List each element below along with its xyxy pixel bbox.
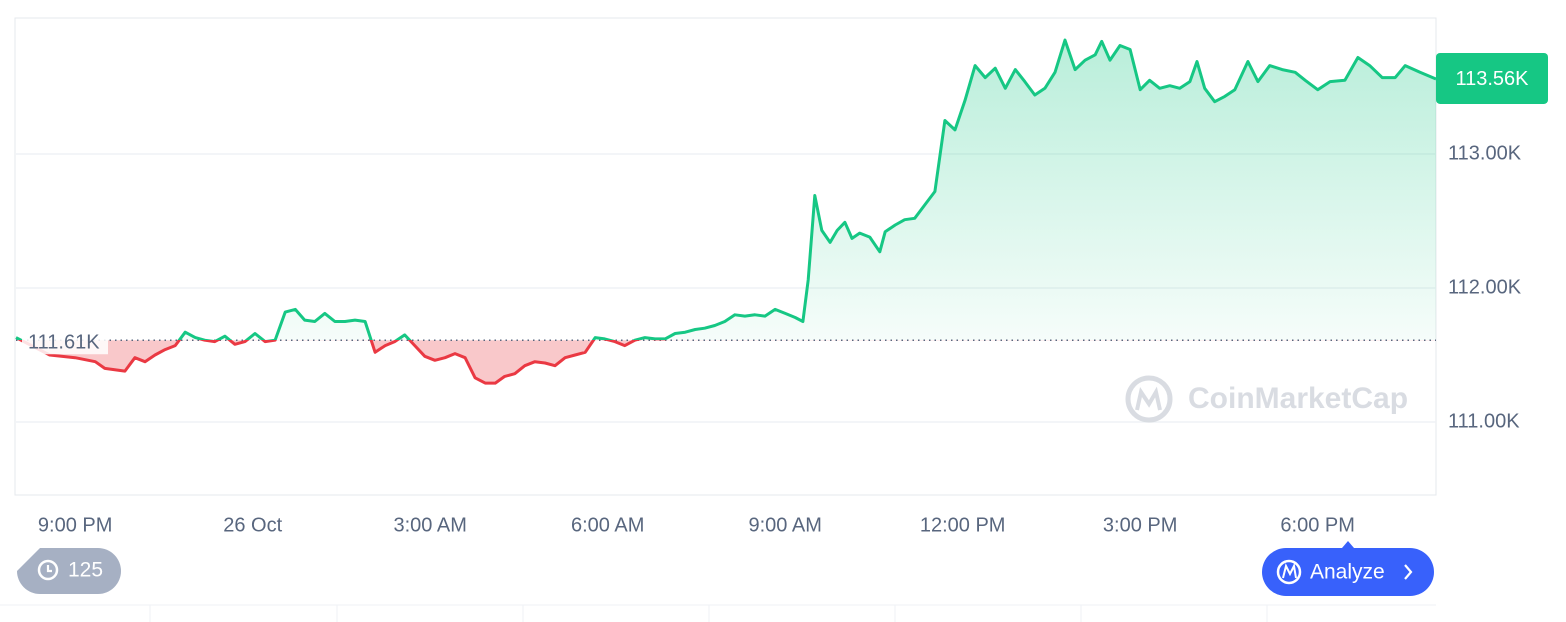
- analyze-button[interactable]: Analyze: [1262, 541, 1434, 596]
- y-tick-label: 112.00K: [1448, 276, 1522, 298]
- y-tick-label: 111.00K: [1448, 410, 1520, 432]
- badge-count: 125: [68, 559, 103, 582]
- badge-icon-hand: [46, 565, 52, 573]
- button-icon-mark: [1282, 562, 1297, 579]
- history-badge[interactable]: 125: [17, 548, 121, 594]
- button-bg[interactable]: [1262, 548, 1434, 596]
- baseline-label-bg: [22, 326, 108, 355]
- x-tick-label: 3:00 AM: [393, 514, 466, 536]
- plot: [15, 38, 1437, 385]
- x-tick-label: 12:00 PM: [920, 514, 1006, 536]
- price-tag: [1436, 52, 1548, 104]
- baseline-label: 111.61K: [28, 332, 100, 354]
- button-icon: [1276, 559, 1302, 585]
- x-tick-label: 9:00 PM: [38, 514, 112, 536]
- x-tick-label: 26 Oct: [223, 514, 282, 536]
- price-area: [16, 40, 1436, 384]
- bottom-dividers: [149, 605, 1268, 622]
- button-chevron: [1404, 564, 1413, 580]
- badge-bg[interactable]: [17, 548, 121, 594]
- button-pointer: [1342, 541, 1354, 548]
- y-tick-label: 113.00K: [1448, 142, 1522, 164]
- watermark-logo: [1125, 375, 1173, 423]
- button-text[interactable]: Analyze: [1310, 561, 1385, 584]
- watermark-text: CoinMarketCap: [1188, 382, 1408, 415]
- x-tick-label: 6:00 AM: [571, 514, 644, 536]
- price-tag-label: 113.56K: [1455, 68, 1529, 90]
- x-tick-label: 9:00 AM: [748, 514, 821, 536]
- labels: 111.00K 112.00K 113.00K 9:00 PM 26 Oct 3:00 A…: [22, 52, 1548, 536]
- x-tick-label: 6:00 PM: [1280, 514, 1354, 536]
- watermark-logo-mark: [1135, 386, 1162, 411]
- price-line: [15, 38, 1437, 385]
- x-tick-label: 3:00 PM: [1103, 514, 1177, 536]
- badge-icon: [37, 559, 59, 581]
- watermark: CoinMarketCap: [1125, 375, 1408, 423]
